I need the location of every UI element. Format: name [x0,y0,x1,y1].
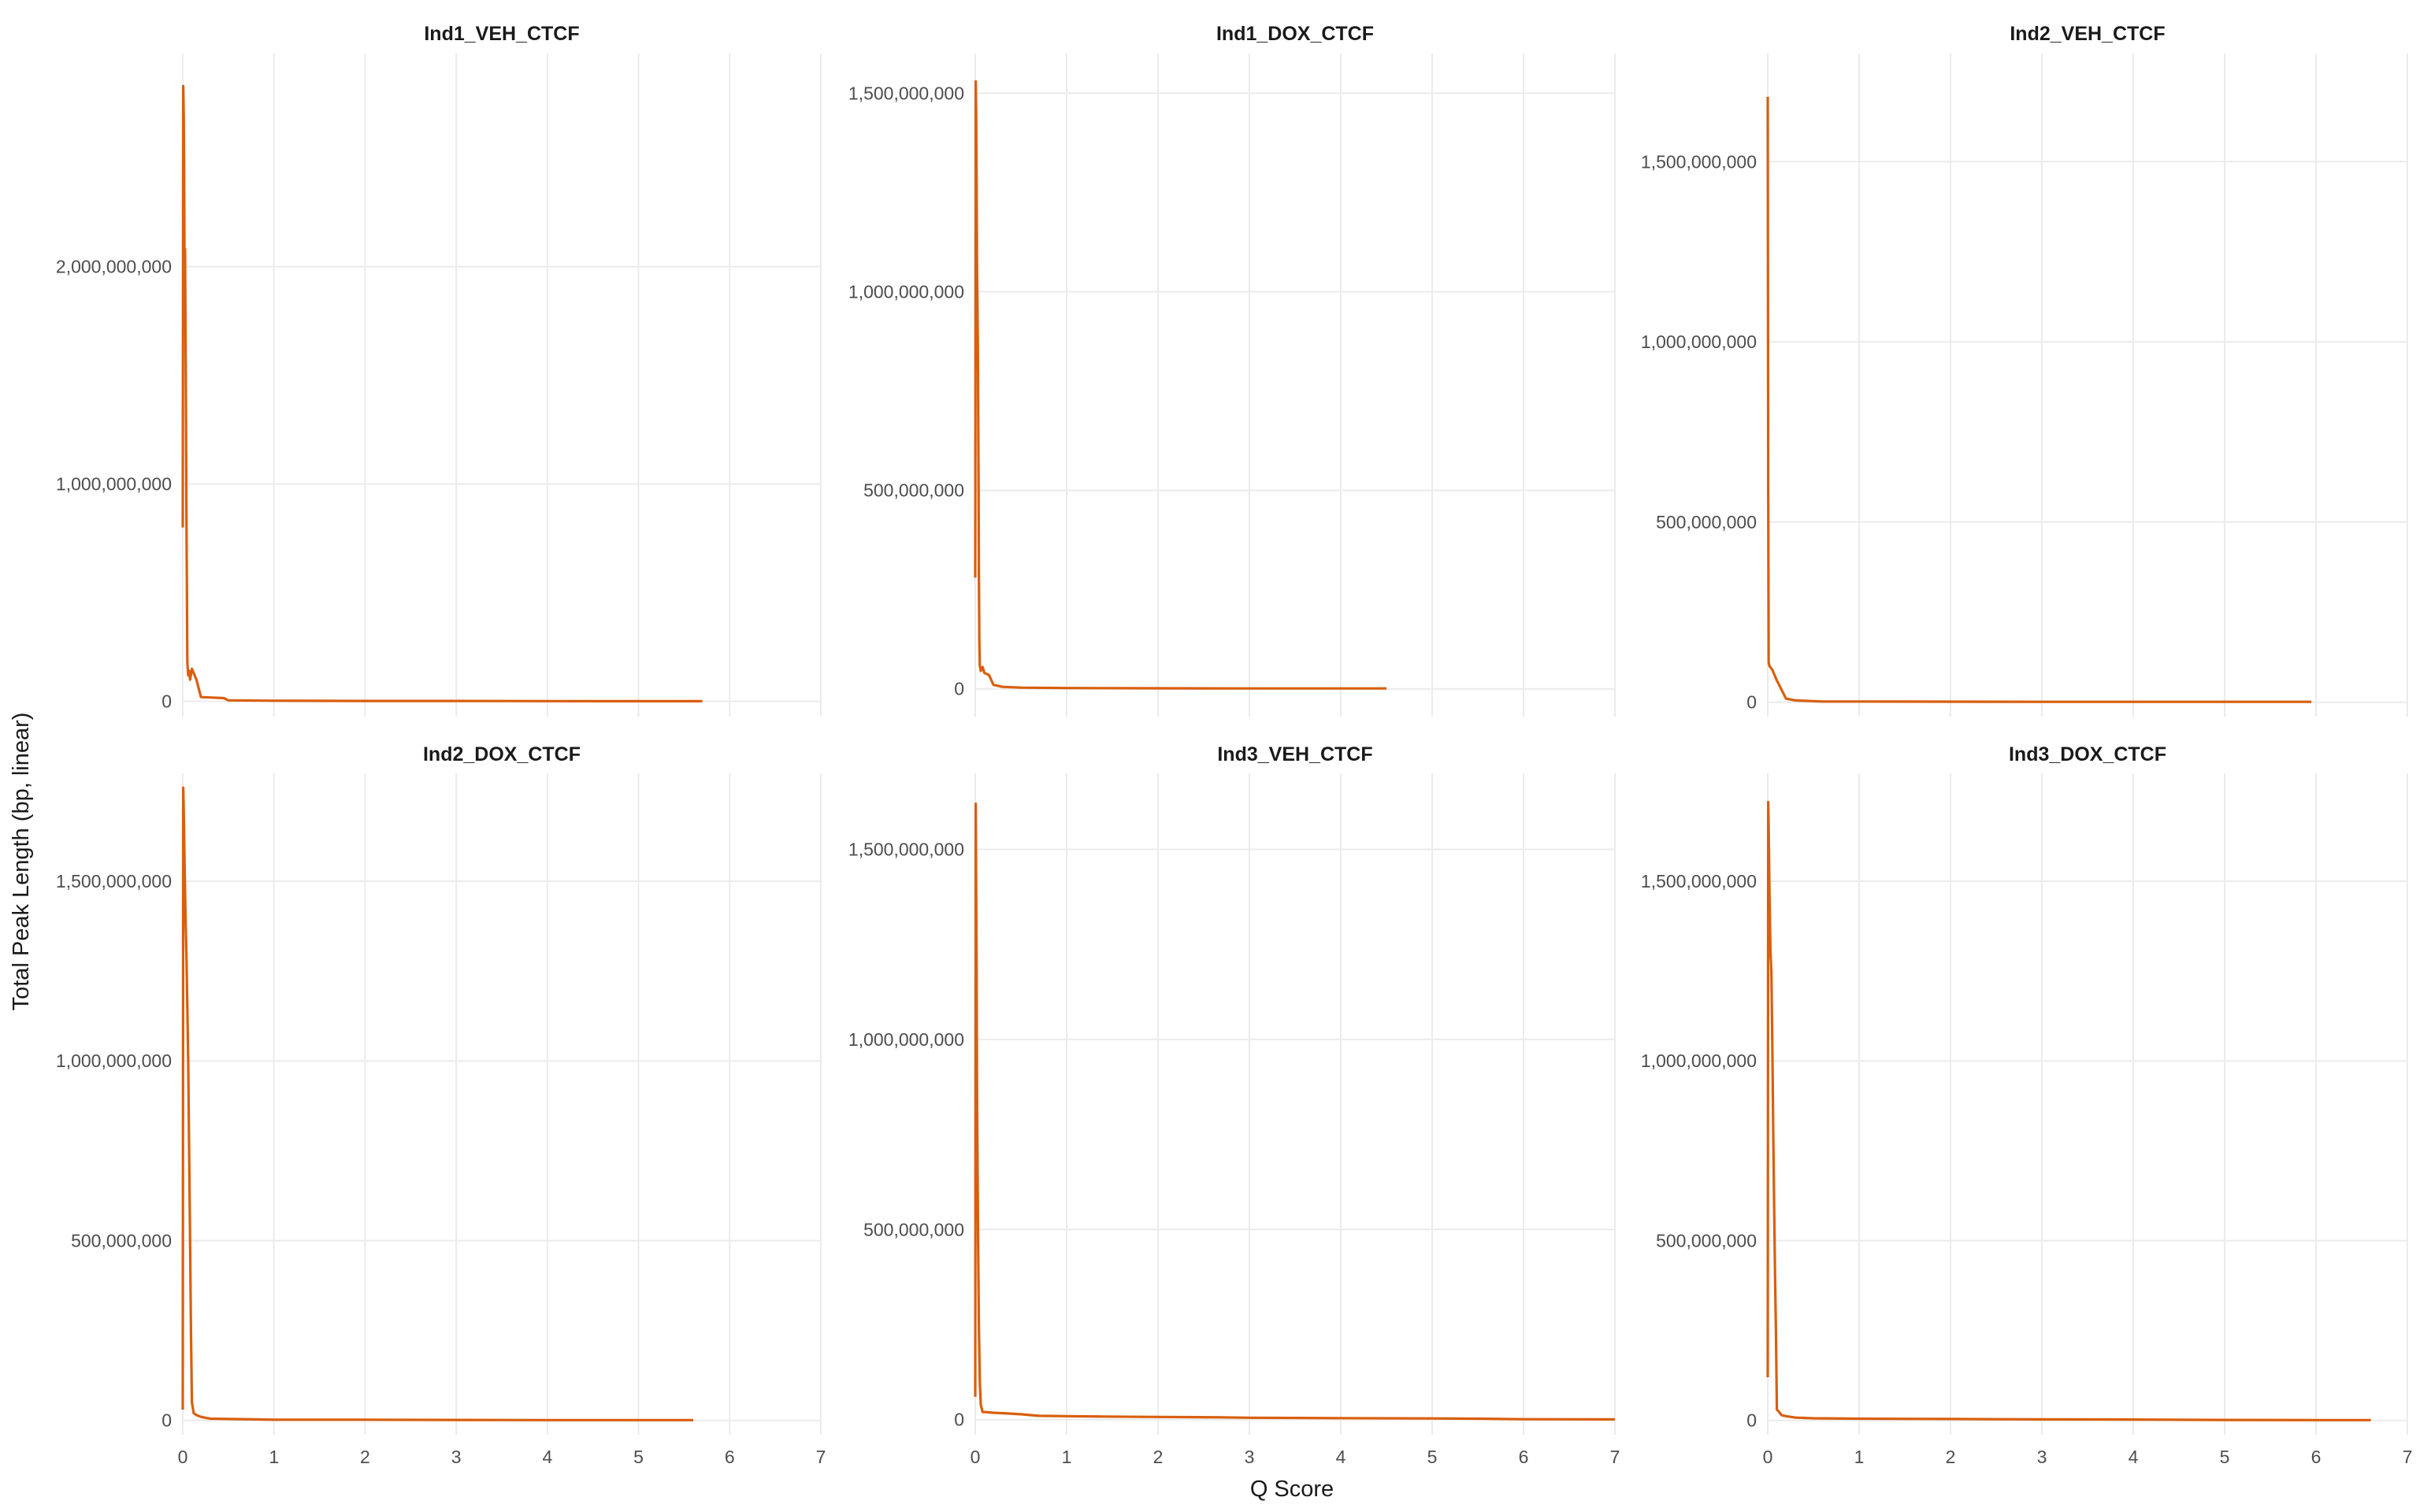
y-tick-label: 1,500,000,000 [56,871,172,891]
y-tick-label: 1,000,000,000 [1641,1051,1757,1071]
x-tick-label: 2 [360,1447,370,1467]
x-tick-label: 3 [1245,1447,1255,1467]
x-tick-label: 7 [1610,1447,1620,1467]
x-tick-label: 0 [178,1447,188,1467]
y-tick-label: 500,000,000 [863,480,964,501]
panel-title: Ind3_VEH_CTCF [1217,743,1372,765]
y-tick-label: 1,000,000,000 [848,282,964,302]
x-tick-label: 4 [542,1447,552,1467]
y-tick-label: 1,000,000,000 [56,474,172,495]
series-line [975,81,1386,688]
x-tick-label: 4 [1336,1447,1346,1467]
panel-title: Ind2_DOX_CTCF [423,743,581,765]
x-tick-label: 5 [1427,1447,1438,1467]
panel-title: Ind2_VEH_CTCF [2010,23,2165,45]
x-tick-label: 6 [1519,1447,1529,1467]
x-tick-label: 2 [1946,1447,1956,1467]
panel-Ind3_VEH_CTCF: Ind3_VEH_CTCF 0 500,000,000 1,000,000,000 1,… [848,743,1620,1467]
x-tick-label: 7 [816,1447,826,1467]
y-tick-label: 2,000,000,000 [56,257,172,277]
x-tick-label: 1 [1854,1447,1865,1467]
y-tick-label: 1,500,000,000 [848,83,964,103]
y-tick-label: 500,000,000 [1656,512,1757,532]
x-tick-label: 3 [2037,1447,2047,1467]
x-tick-label: 1 [1062,1447,1072,1467]
y-tick-label: 0 [161,1410,172,1431]
y-tick-label: 1,000,000,000 [848,1029,964,1050]
panel-title: Ind1_DOX_CTCF [1216,23,1374,45]
y-tick-label: 0 [1746,1410,1757,1431]
series-line [183,86,703,701]
x-tick-label: 3 [451,1447,462,1467]
panel-Ind1_VEH_CTCF: Ind1_VEH_CTCF 0 1,000,000,000 2,000,000,000 [56,23,821,717]
series-line [1768,802,2371,1421]
panel-Ind2_DOX_CTCF: Ind2_DOX_CTCF 0 500,000,000 1,000,000,000 1,… [56,743,826,1467]
panel-title: Ind3_DOX_CTCF [2009,743,2166,765]
x-tick-label: 1 [269,1447,279,1467]
panel-Ind3_DOX_CTCF: Ind3_DOX_CTCF 0 500,000,000 1,000,000,000 1,… [1641,743,2412,1467]
x-tick-label: 6 [2311,1447,2322,1467]
series-line [1768,97,2311,702]
y-tick-label: 0 [954,679,964,699]
x-tick-label: 0 [971,1447,981,1467]
series-line [975,804,1615,1420]
panel-Ind1_DOX_CTCF: Ind1_DOX_CTCF 0 500,000,000 1,000,000,000 1,… [848,23,1615,717]
panel-Ind2_VEH_CTCF: Ind2_VEH_CTCF 0 500,000,000 1,000,000,000 1,… [1641,23,2407,717]
y-tick-label: 0 [954,1410,964,1430]
x-tick-label: 7 [2403,1447,2413,1467]
y-tick-label: 500,000,000 [71,1230,172,1251]
x-tick-label: 5 [633,1447,644,1467]
y-tick-label: 1,500,000,000 [1641,871,1757,891]
y-tick-label: 1,500,000,000 [848,839,964,860]
series-line [183,788,693,1420]
panel-title: Ind1_VEH_CTCF [424,23,579,45]
y-tick-label: 1,000,000,000 [1641,332,1757,352]
y-tick-label: 1,500,000,000 [1641,151,1757,172]
x-axis-title: Q Score [1250,1477,1334,1502]
x-tick-label: 4 [2129,1447,2139,1467]
x-tick-label: 6 [725,1447,735,1467]
y-tick-label: 0 [161,691,172,712]
y-tick-label: 500,000,000 [1656,1230,1757,1251]
y-tick-label: 1,000,000,000 [56,1051,172,1071]
y-axis-title: Total Peak Length (bp, linear) [9,713,34,1011]
x-tick-label: 2 [1153,1447,1164,1467]
y-tick-label: 0 [1746,692,1757,713]
x-tick-label: 0 [1763,1447,1773,1467]
x-tick-label: 5 [2220,1447,2230,1467]
y-tick-label: 500,000,000 [863,1219,964,1240]
